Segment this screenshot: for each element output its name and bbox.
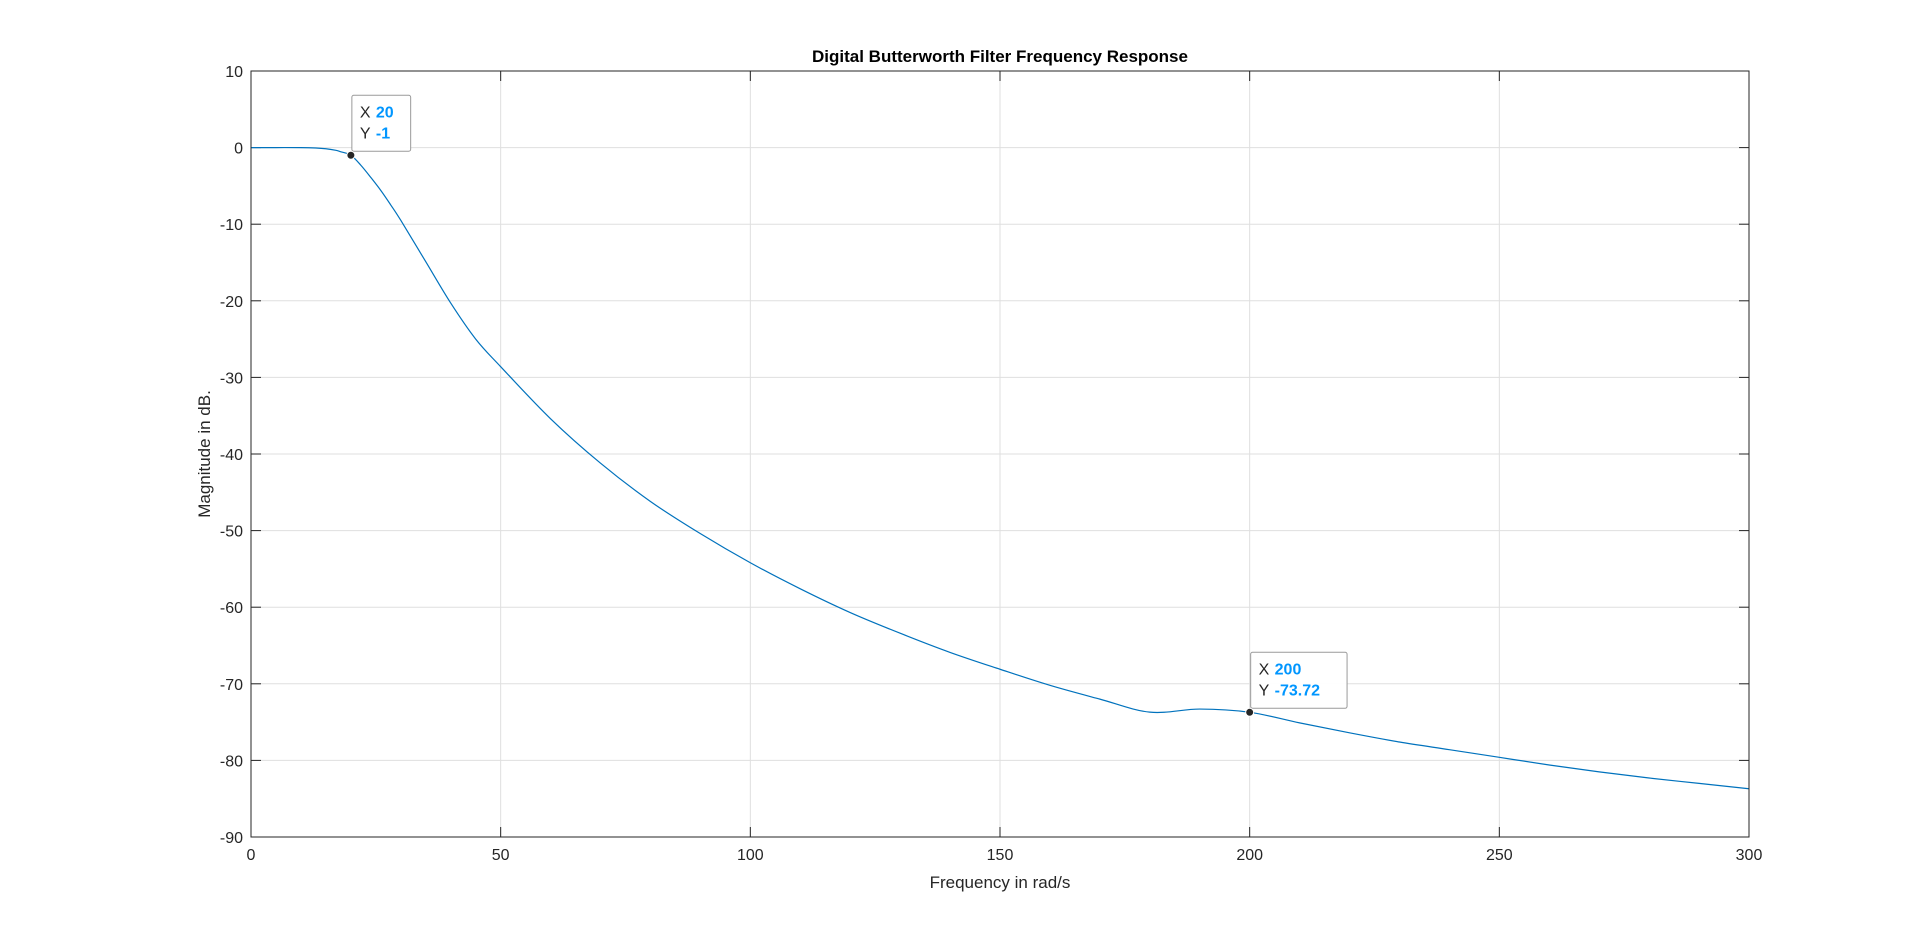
datatip-y-value: -1: [376, 125, 390, 142]
y-tick-label: -20: [220, 294, 243, 311]
x-tick-label: 100: [737, 847, 764, 864]
x-axis-label: Frequency in rad/s: [930, 873, 1071, 892]
y-tick-label: -90: [220, 830, 243, 847]
y-tick-label: -60: [220, 600, 243, 617]
datatip-y-key: Y: [1259, 682, 1270, 699]
datatip-marker[interactable]: [1245, 707, 1255, 717]
y-tick-label: 10: [225, 64, 243, 81]
datatip-y-key: Y: [360, 125, 371, 142]
datatip-y-value: -73.72: [1275, 682, 1320, 699]
x-tick-label: 250: [1486, 847, 1513, 864]
tick-labels: 0 50 100 150 200 250 300100-10-20-30-40-50-60-…: [220, 64, 1763, 864]
datatip[interactable]: X 20 Y -1: [346, 94, 412, 160]
datatip-box: [351, 94, 412, 152]
y-tick-label: -40: [220, 447, 243, 464]
y-tick-label: -50: [220, 524, 243, 541]
y-tick-label: -70: [220, 677, 243, 694]
x-tick-label: 0: [247, 847, 256, 864]
y-tick-label: -30: [220, 370, 243, 387]
y-tick-label: -10: [220, 217, 243, 234]
x-tick-label: 300: [1736, 847, 1763, 864]
datatip-x-value: 20: [376, 104, 394, 121]
x-tick-label: 150: [987, 847, 1014, 864]
y-tick-label: -80: [220, 753, 243, 770]
datatip-box: [1250, 651, 1348, 709]
datatip-x-key: X: [360, 104, 371, 121]
x-tick-label: 50: [492, 847, 510, 864]
x-tick-label: 200: [1236, 847, 1263, 864]
datatips: X 20 Y -1 X 200 Y -73.72: [346, 94, 1348, 717]
chart-title: Digital Butterworth Filter Frequency Res…: [812, 47, 1188, 66]
axes-box: [250, 70, 1750, 838]
grid-lines: [250, 70, 1750, 838]
y-tick-label: 0: [234, 141, 243, 158]
datatip-marker[interactable]: [346, 150, 356, 160]
datatip[interactable]: X 200 Y -73.72: [1245, 651, 1348, 717]
datatip-x-value: 200: [1275, 661, 1302, 678]
y-axis-label: Magnitude in dB.: [195, 390, 214, 518]
datatip-x-key: X: [1259, 661, 1270, 678]
